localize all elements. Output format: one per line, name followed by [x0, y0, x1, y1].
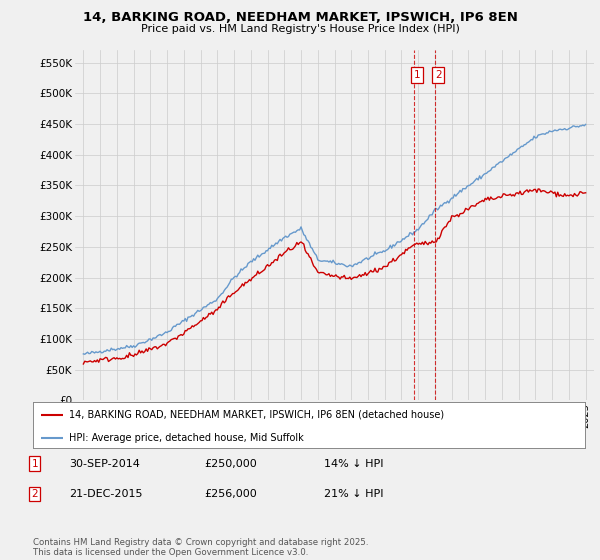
Text: £250,000: £250,000: [204, 459, 257, 469]
Text: 1: 1: [31, 459, 38, 469]
Text: 2: 2: [31, 489, 38, 499]
Text: 1: 1: [414, 70, 421, 80]
Text: £256,000: £256,000: [204, 489, 257, 499]
Text: HPI: Average price, detached house, Mid Suffolk: HPI: Average price, detached house, Mid …: [69, 433, 304, 443]
Text: 14, BARKING ROAD, NEEDHAM MARKET, IPSWICH, IP6 8EN: 14, BARKING ROAD, NEEDHAM MARKET, IPSWIC…: [83, 11, 517, 24]
Text: Contains HM Land Registry data © Crown copyright and database right 2025.
This d: Contains HM Land Registry data © Crown c…: [33, 538, 368, 557]
Text: 14, BARKING ROAD, NEEDHAM MARKET, IPSWICH, IP6 8EN (detached house): 14, BARKING ROAD, NEEDHAM MARKET, IPSWIC…: [69, 410, 444, 420]
Text: 2: 2: [435, 70, 442, 80]
Text: Price paid vs. HM Land Registry's House Price Index (HPI): Price paid vs. HM Land Registry's House …: [140, 24, 460, 34]
Text: 14% ↓ HPI: 14% ↓ HPI: [324, 459, 383, 469]
Text: 30-SEP-2014: 30-SEP-2014: [69, 459, 140, 469]
Text: 21-DEC-2015: 21-DEC-2015: [69, 489, 143, 499]
Text: 21% ↓ HPI: 21% ↓ HPI: [324, 489, 383, 499]
